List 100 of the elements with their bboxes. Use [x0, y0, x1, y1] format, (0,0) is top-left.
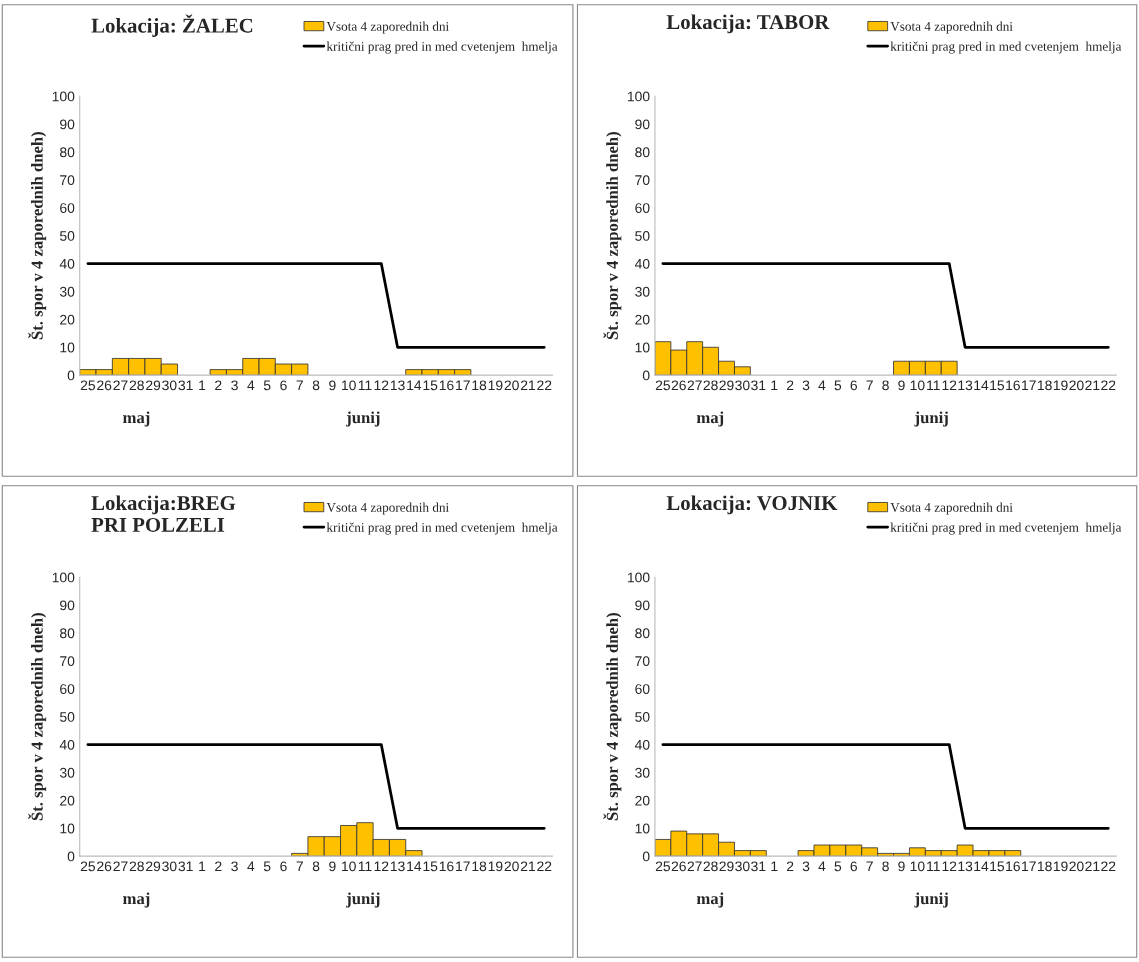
x-tick-label: 9 [329, 380, 336, 391]
x-tick-label: 18 [472, 861, 487, 872]
x-tick-label: 14 [407, 380, 422, 391]
x-tick-label: 27 [687, 380, 702, 391]
x-tick-label: 31 [751, 861, 766, 872]
x-tick-label: 16 [439, 380, 454, 391]
chart-title: Lokacija: ŽALEC [91, 14, 253, 37]
y-tick-label: 60 [635, 684, 650, 694]
y-tick-label: 90 [635, 600, 650, 611]
x-tick-label: 31 [178, 861, 193, 872]
y-tick-label: 0 [642, 851, 650, 862]
x-tick-label: 30 [735, 380, 750, 391]
x-tick-label: 19 [1053, 861, 1068, 872]
y-tick-label: 20 [60, 314, 75, 325]
y-tick-label: 20 [60, 795, 75, 806]
x-tick-label: 30 [162, 861, 177, 872]
legend-label: kritični prag pred in med cvetenjem hmelja [326, 522, 558, 535]
legend-label: Vsota 4 zaporednih dni [890, 21, 1013, 34]
x-tick-label: 14 [407, 861, 422, 872]
x-tick-label: 29 [719, 380, 734, 391]
x-tick-label: 25 [80, 861, 96, 872]
x-tick-label: 17 [456, 380, 470, 391]
x-tick-label: 6 [280, 861, 287, 872]
x-tick-label: 1 [199, 380, 206, 391]
y-tick-label: 50 [59, 231, 75, 241]
y-tick-label: 70 [60, 656, 75, 667]
y-tick-label: 20 [635, 314, 650, 325]
x-tick-label: 5 [834, 380, 842, 391]
x-tick-label: 27 [113, 861, 128, 872]
x-tick-label: 5 [263, 380, 271, 391]
x-tick-label: 9 [898, 861, 905, 872]
x-tick-label: 5 [263, 861, 271, 872]
x-tick-label: 25 [655, 861, 671, 872]
x-tick-label: 6 [850, 861, 858, 872]
y-tick-label: 20 [635, 795, 650, 806]
x-tick-label: 20 [504, 380, 519, 391]
x-tick-label: 18 [1037, 861, 1052, 872]
y-tick-label: 10 [635, 342, 650, 353]
y-tick-label: 40 [634, 739, 650, 750]
x-tick-label: 12 [374, 861, 389, 872]
legend-label: Vsota 4 zaporednih dni [326, 21, 449, 34]
y-axis-title: Št. spor v 4 zaporednih dneh) [603, 613, 622, 821]
x-tick-label: 11 [927, 380, 940, 391]
x-tick-label: 26 [671, 861, 686, 872]
y-tick-label: 60 [635, 203, 650, 213]
y-tick-label: 80 [60, 147, 75, 158]
x-tick-label: 7 [866, 380, 873, 391]
x-tick-label: 31 [751, 380, 766, 391]
x-tick-label: 25 [80, 380, 96, 391]
x-tick-label: 10 [342, 861, 356, 872]
text: junij [914, 411, 948, 427]
text: maj [123, 411, 150, 427]
x-tick-label: 3 [802, 380, 810, 391]
x-tick-label: 28 [129, 380, 144, 391]
x-tick-label: 2 [215, 380, 222, 391]
x-tick-label: 17 [456, 861, 470, 872]
y-tick-label: 100 [52, 91, 75, 102]
y-axis-title: Št. spor v 4 zaporednih dneh) [28, 132, 47, 340]
y-tick-label: 40 [634, 258, 650, 269]
x-tick-label: 3 [231, 380, 238, 391]
x-tick-label: 3 [231, 861, 238, 872]
x-tick-label: 21 [520, 861, 536, 872]
y-tick-label: 0 [642, 370, 650, 381]
x-tick-label: 4 [818, 861, 826, 872]
x-tick-label: 21 [1085, 380, 1100, 391]
x-tick-label: 6 [280, 380, 287, 391]
y-tick-label: 40 [59, 739, 75, 750]
x-tick-label: 30 [735, 861, 750, 872]
x-tick-label: 19 [488, 380, 503, 391]
y-tick-label: 30 [59, 767, 75, 778]
y-tick-label: 90 [60, 119, 75, 130]
y-tick-label: 70 [635, 656, 650, 667]
x-tick-label: 14 [974, 380, 989, 391]
x-tick-label: 8 [312, 861, 320, 872]
x-tick-label: 29 [146, 861, 161, 872]
x-tick-label: 1 [771, 861, 778, 872]
y-tick-label: 90 [635, 119, 650, 130]
y-tick-label: 0 [67, 370, 75, 381]
x-tick-label: 4 [247, 861, 255, 872]
x-tick-label: 7 [296, 861, 303, 872]
x-tick-label: 14 [974, 861, 989, 872]
x-tick-label: 26 [97, 380, 112, 391]
y-tick-label: 10 [635, 823, 650, 834]
x-tick-label: 16 [439, 861, 454, 872]
x-tick-label: 27 [687, 861, 702, 872]
y-tick-label: 30 [59, 286, 75, 297]
y-tick-label: 60 [60, 684, 75, 694]
x-tick-label: 22 [537, 380, 552, 391]
x-tick-label: 26 [97, 861, 112, 872]
x-tick-label: 10 [910, 380, 925, 391]
x-tick-label: 28 [703, 380, 718, 391]
x-tick-label: 16 [1006, 380, 1020, 391]
x-tick-label: 15 [423, 380, 438, 391]
x-tick-label: 11 [927, 861, 940, 872]
y-tick-label: 80 [60, 628, 75, 639]
text: junij [914, 892, 948, 908]
x-tick-label: 11 [358, 380, 372, 391]
x-tick-label: 12 [942, 861, 957, 872]
y-axis-title: Št. spor v 4 zaporednih dneh) [28, 613, 47, 821]
x-tick-label: 13 [390, 861, 405, 872]
